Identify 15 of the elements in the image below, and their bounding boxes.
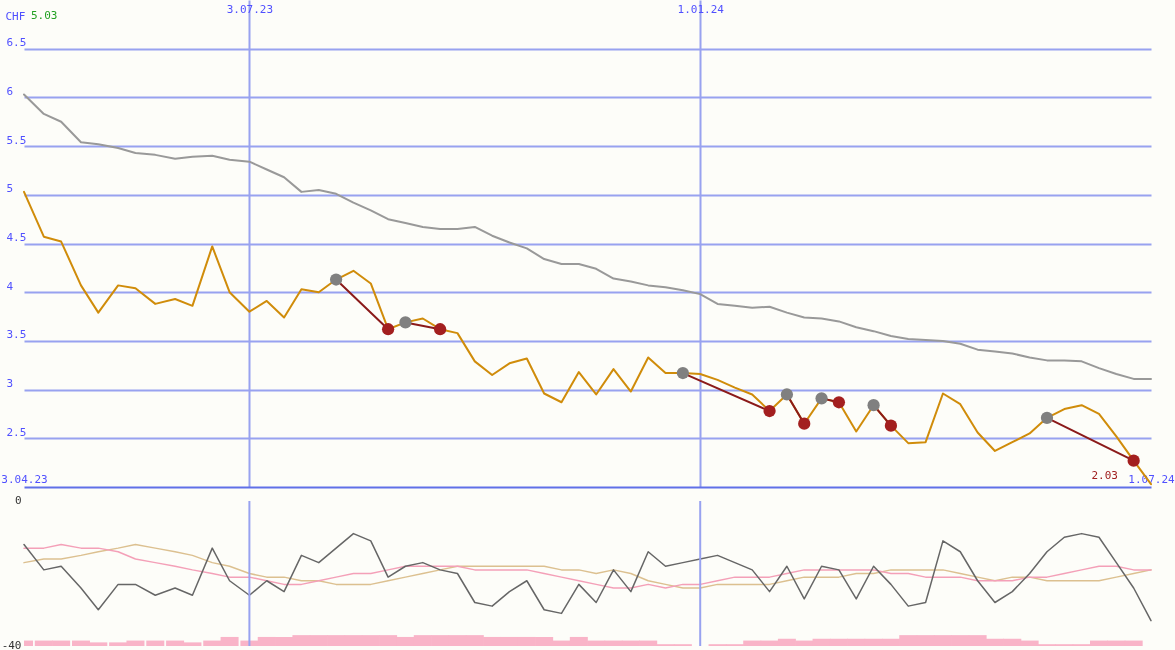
y-tick-label: 3.5 [6, 328, 27, 342]
y-tick-label: 5 [6, 182, 14, 196]
x-tick-label: 3.04.23 [1, 472, 48, 486]
annotation: 2.03 [1091, 469, 1118, 482]
y-tick-label: 2.5 [6, 425, 27, 439]
y-tick-label: 4.5 [6, 231, 27, 244]
y-tick-label: 3 [6, 377, 14, 391]
y-tick-label: 6 [6, 84, 14, 98]
y-tick-label: 0 [14, 493, 22, 507]
y-tick-label: -40 [1, 638, 22, 650]
y-tick-label: 4 [6, 279, 14, 293]
y-tick-label: 6.5 [6, 36, 27, 50]
annotation: 5.03 [31, 9, 58, 22]
y-axis-title: CHF [5, 9, 26, 23]
y-tick-label: 5.5 [6, 133, 27, 147]
